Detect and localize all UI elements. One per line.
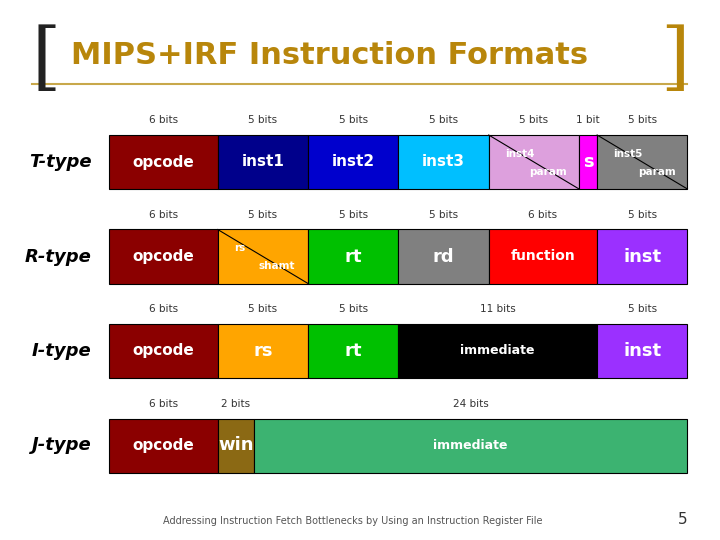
Text: 6 bits: 6 bits bbox=[528, 210, 557, 220]
Text: 6 bits: 6 bits bbox=[149, 304, 178, 314]
Bar bbox=[489, 230, 597, 284]
Bar bbox=[217, 230, 308, 284]
Bar bbox=[308, 324, 398, 378]
Text: shamt: shamt bbox=[258, 261, 295, 271]
Text: ]: ] bbox=[660, 24, 690, 97]
Bar bbox=[597, 230, 688, 284]
Bar bbox=[308, 230, 398, 284]
Bar bbox=[597, 324, 688, 378]
Text: rt: rt bbox=[344, 342, 362, 360]
Text: rt: rt bbox=[344, 247, 362, 266]
Bar bbox=[489, 135, 579, 189]
Bar bbox=[109, 418, 217, 472]
Text: param: param bbox=[638, 167, 675, 177]
Bar bbox=[217, 324, 308, 378]
Text: 11 bits: 11 bits bbox=[480, 304, 516, 314]
Text: inst2: inst2 bbox=[332, 154, 375, 170]
Text: inst4: inst4 bbox=[505, 149, 534, 159]
Text: s: s bbox=[582, 153, 593, 171]
Text: inst5: inst5 bbox=[613, 149, 643, 159]
Text: 5 bits: 5 bits bbox=[628, 304, 657, 314]
Text: Addressing Instruction Fetch Bottlenecks by Using an Instruction Register File: Addressing Instruction Fetch Bottlenecks… bbox=[163, 516, 542, 526]
Text: 5 bits: 5 bits bbox=[338, 304, 368, 314]
Text: 2 bits: 2 bits bbox=[221, 399, 251, 409]
Text: MIPS+IRF Instruction Formats: MIPS+IRF Instruction Formats bbox=[71, 40, 588, 70]
Text: 5 bits: 5 bits bbox=[628, 210, 657, 220]
Bar bbox=[398, 324, 597, 378]
Text: 6 bits: 6 bits bbox=[149, 115, 178, 125]
Text: opcode: opcode bbox=[132, 154, 194, 170]
Text: opcode: opcode bbox=[132, 249, 194, 264]
Text: function: function bbox=[510, 249, 575, 264]
Text: 6 bits: 6 bits bbox=[149, 210, 178, 220]
Text: rs: rs bbox=[253, 342, 273, 360]
Bar bbox=[398, 230, 489, 284]
Text: param: param bbox=[529, 167, 567, 177]
Text: rd: rd bbox=[433, 247, 454, 266]
Text: immediate: immediate bbox=[461, 345, 535, 357]
Text: 5 bits: 5 bits bbox=[429, 210, 458, 220]
Text: [: [ bbox=[32, 24, 61, 97]
Bar bbox=[579, 135, 597, 189]
Text: 6 bits: 6 bits bbox=[149, 399, 178, 409]
Bar bbox=[109, 230, 217, 284]
Bar bbox=[217, 418, 254, 472]
Text: opcode: opcode bbox=[132, 438, 194, 453]
Text: 5 bits: 5 bits bbox=[338, 115, 368, 125]
Text: I-type: I-type bbox=[32, 342, 91, 360]
Text: 5 bits: 5 bits bbox=[338, 210, 368, 220]
Text: 5 bits: 5 bits bbox=[628, 115, 657, 125]
Text: inst: inst bbox=[624, 342, 662, 360]
Text: R-type: R-type bbox=[24, 247, 91, 266]
Text: 5 bits: 5 bits bbox=[429, 115, 458, 125]
Text: 1 bit: 1 bit bbox=[576, 115, 600, 125]
Bar bbox=[254, 418, 688, 472]
Text: immediate: immediate bbox=[433, 439, 508, 452]
Text: T-type: T-type bbox=[29, 153, 91, 171]
Text: 5: 5 bbox=[678, 511, 688, 526]
Bar bbox=[398, 135, 489, 189]
Text: 5 bits: 5 bits bbox=[519, 115, 549, 125]
Bar bbox=[109, 324, 217, 378]
Bar bbox=[597, 135, 688, 189]
Text: inst: inst bbox=[624, 247, 662, 266]
Text: 5 bits: 5 bits bbox=[248, 304, 277, 314]
Text: win: win bbox=[218, 436, 253, 455]
Bar bbox=[308, 135, 398, 189]
Text: 5 bits: 5 bits bbox=[248, 115, 277, 125]
Text: 24 bits: 24 bits bbox=[453, 399, 488, 409]
Bar bbox=[217, 135, 308, 189]
Text: inst3: inst3 bbox=[422, 154, 465, 170]
Text: opcode: opcode bbox=[132, 343, 194, 359]
Text: J-type: J-type bbox=[32, 436, 91, 455]
Text: rs: rs bbox=[234, 244, 246, 253]
Text: 5 bits: 5 bits bbox=[248, 210, 277, 220]
Text: inst1: inst1 bbox=[241, 154, 284, 170]
Bar bbox=[109, 135, 217, 189]
